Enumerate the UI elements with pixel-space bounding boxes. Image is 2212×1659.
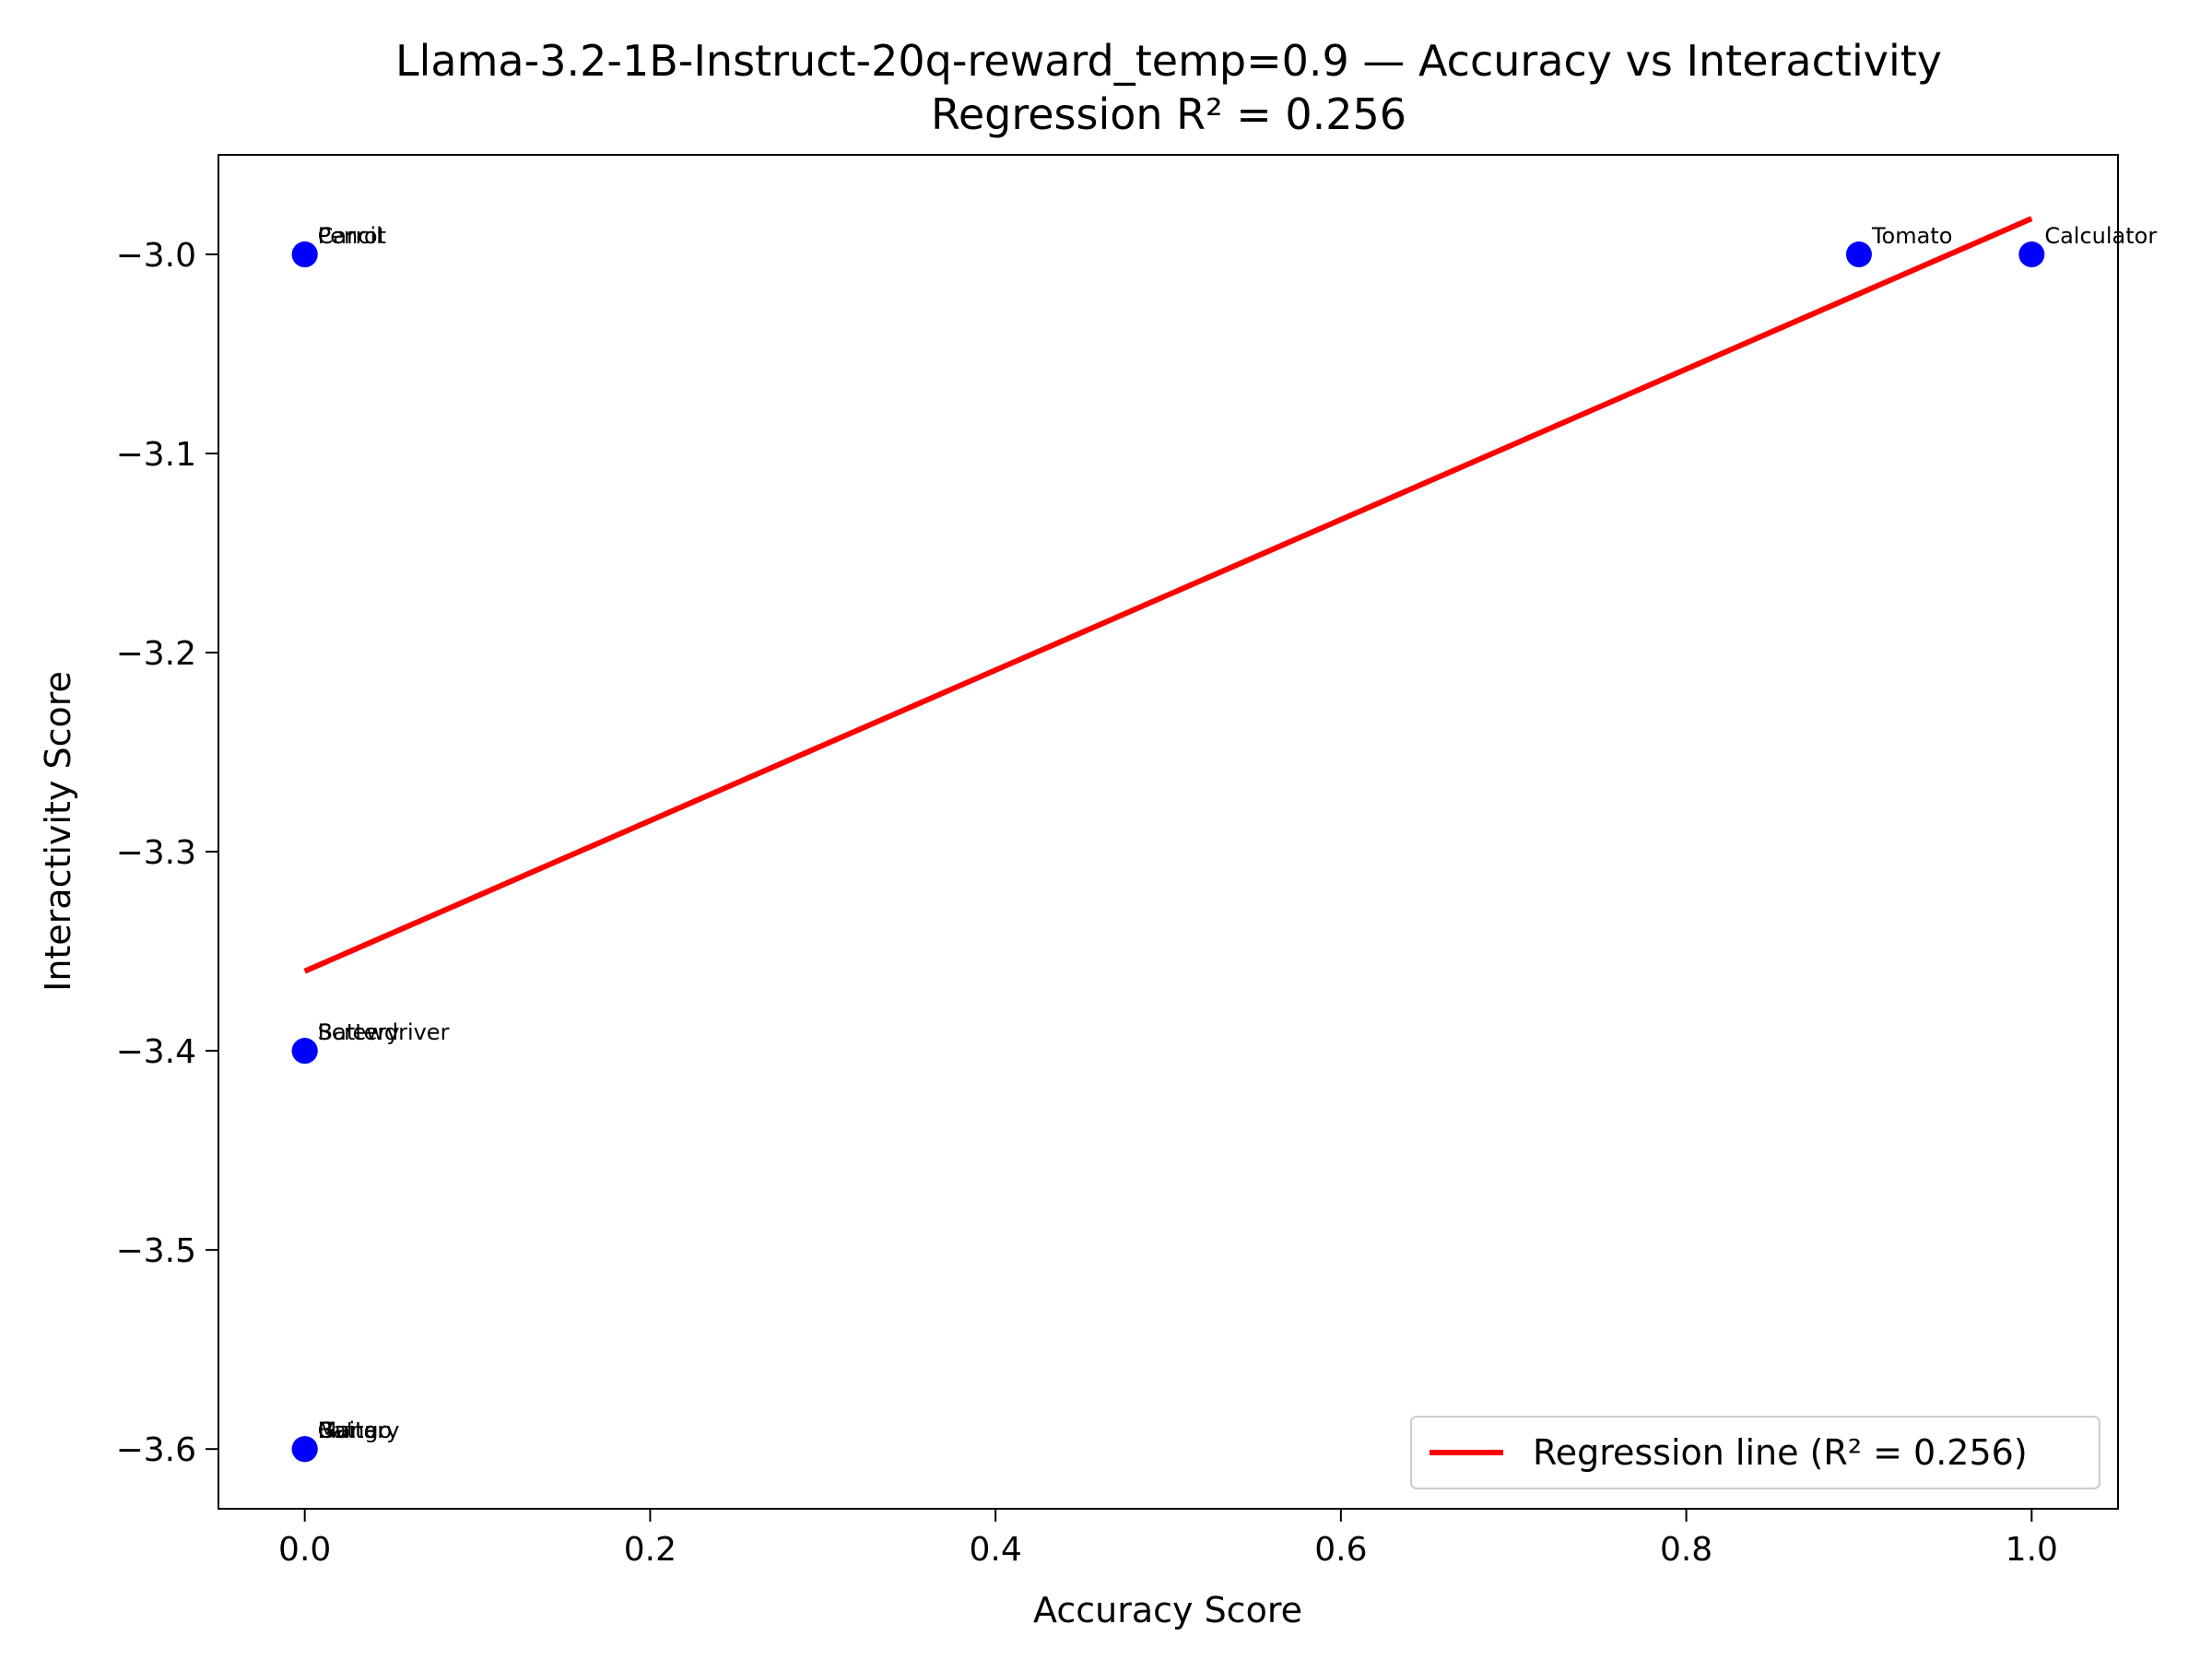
y-tick-label: −3.4 <box>116 1033 196 1071</box>
point-label: Screwdriver <box>318 1019 450 1045</box>
axes-frame <box>218 154 2119 1510</box>
x-tick-label: 0.4 <box>970 1531 1022 1569</box>
point-label: Calculator <box>2044 223 2157 249</box>
data-points <box>291 241 2045 1463</box>
point-label: Carrot <box>318 223 386 249</box>
chart-subtitle: Regression R² = 0.256 <box>931 89 1406 139</box>
point-label: Battery <box>318 1418 400 1443</box>
x-tick-label: 0.8 <box>1660 1531 1712 1569</box>
y-axis-ticks: −3.0 −3.1 −3.2 −3.3 −3.4 −3.5 −3.6 <box>116 237 218 1469</box>
x-axis-label: Accuracy Score <box>1033 1590 1302 1630</box>
y-tick-label: −3.2 <box>116 635 196 673</box>
chart-title: Llama-3.2-1B-Instruct-20q-reward_temp=0.… <box>395 36 1942 86</box>
data-point <box>291 1436 318 1463</box>
y-tick-label: −3.5 <box>116 1232 196 1270</box>
y-tick-label: −3.1 <box>116 436 196 474</box>
data-point <box>291 241 318 268</box>
legend-box <box>1410 1416 2100 1489</box>
x-tick-label: 1.0 <box>2006 1531 2058 1569</box>
y-tick-label: −3.6 <box>116 1431 196 1469</box>
legend-label-regression: Regression line (R² = 0.256) <box>1533 1432 2028 1473</box>
point-label: Mango <box>318 1418 393 1443</box>
point-label: Battery <box>318 1019 400 1045</box>
point-label: Pencil <box>318 223 382 249</box>
legend: Regression line (R² = 0.256) <box>1410 1416 2100 1489</box>
x-tick-label: 0.2 <box>624 1531 677 1569</box>
data-point <box>291 1038 318 1065</box>
point-label: Guitar <box>318 1418 387 1443</box>
data-point <box>1845 241 1872 268</box>
x-tick-label: 0.6 <box>1314 1531 1367 1569</box>
x-tick-label: 0.0 <box>278 1531 331 1569</box>
y-axis-label: Interactivity Score <box>38 671 78 992</box>
point-label: Tomato <box>1871 223 1952 249</box>
y-tick-label: −3.3 <box>116 834 196 872</box>
y-tick-label: −3.0 <box>116 237 196 275</box>
x-axis-ticks: 0.0 0.2 0.4 0.6 0.8 1.0 <box>278 1509 2058 1569</box>
regression-line <box>303 216 2033 974</box>
data-point <box>2018 241 2045 268</box>
